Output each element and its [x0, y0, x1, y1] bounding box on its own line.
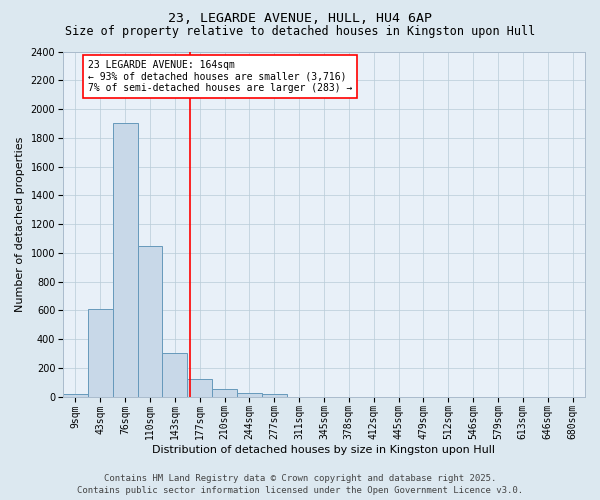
Bar	[137, 246, 163, 396]
Y-axis label: Number of detached properties: Number of detached properties	[15, 136, 25, 312]
Bar	[113, 124, 137, 396]
Bar	[237, 393, 262, 396]
Bar	[88, 309, 113, 396]
Bar	[63, 394, 88, 396]
Bar	[262, 394, 287, 396]
X-axis label: Distribution of detached houses by size in Kingston upon Hull: Distribution of detached houses by size …	[152, 445, 496, 455]
Text: Contains HM Land Registry data © Crown copyright and database right 2025.
Contai: Contains HM Land Registry data © Crown c…	[77, 474, 523, 495]
Text: 23, LEGARDE AVENUE, HULL, HU4 6AP: 23, LEGARDE AVENUE, HULL, HU4 6AP	[168, 12, 432, 26]
Text: Size of property relative to detached houses in Kingston upon Hull: Size of property relative to detached ho…	[65, 25, 535, 38]
Bar	[187, 378, 212, 396]
Bar	[212, 390, 237, 396]
Bar	[163, 354, 187, 397]
Text: 23 LEGARDE AVENUE: 164sqm
← 93% of detached houses are smaller (3,716)
7% of sem: 23 LEGARDE AVENUE: 164sqm ← 93% of detac…	[88, 60, 352, 94]
